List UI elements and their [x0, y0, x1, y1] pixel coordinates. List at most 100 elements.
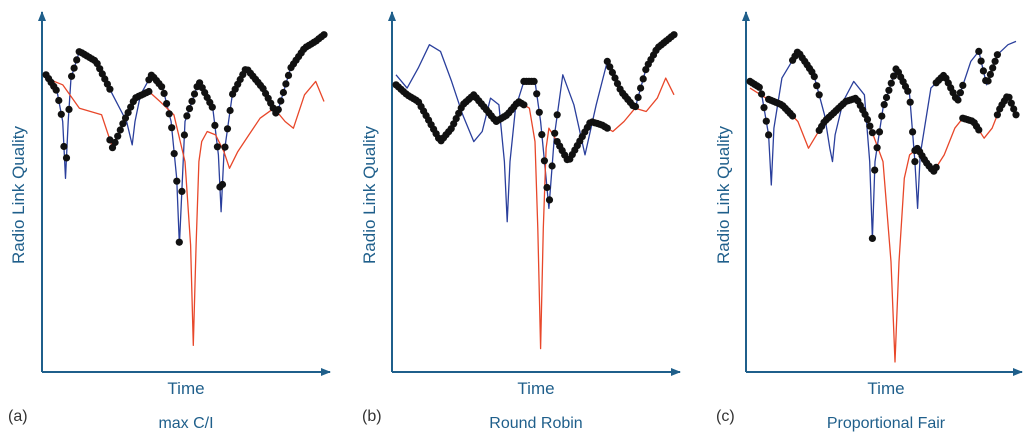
scheduled-point	[875, 128, 884, 136]
scheduled-point	[277, 97, 285, 105]
scheduled-point	[863, 115, 872, 124]
plot-area	[746, 40, 1020, 363]
panel-caption: Round Robin	[489, 415, 582, 432]
scheduled-point	[993, 51, 1002, 59]
panel-c: Radio Link Quality Time (c) Proportional…	[714, 11, 1023, 432]
scheduled-point	[878, 112, 886, 120]
scheduled-point	[57, 110, 65, 118]
scheduled-point	[670, 31, 678, 39]
scheduled-point	[909, 128, 917, 136]
plot-area	[42, 31, 328, 346]
scheduled-point	[520, 101, 528, 109]
scheduled-point	[160, 89, 168, 97]
scheduled-point	[127, 103, 135, 111]
scheduled-point	[213, 143, 221, 151]
scheduled-point	[637, 84, 645, 92]
scheduled-point	[540, 157, 549, 165]
y-axis-label: Radio Link Quality	[360, 126, 379, 264]
scheduled-point	[760, 104, 768, 112]
scheduled-segment	[520, 77, 561, 204]
panel-b: Radio Link Quality Time (b) Round Robin	[360, 11, 681, 432]
scheduled-point	[226, 106, 234, 115]
scheduled-point	[190, 90, 199, 98]
scheduled-point	[762, 117, 770, 125]
scheduled-point	[871, 166, 879, 174]
scheduled-point	[932, 163, 940, 171]
scheduled-point	[979, 67, 988, 75]
scheduled-point	[284, 71, 293, 79]
scheduled-point	[611, 74, 619, 82]
scheduled-point	[984, 77, 992, 85]
scheduled-point	[603, 124, 611, 132]
panel-a: Radio Link Quality Time (a) max C/I	[8, 11, 331, 432]
scheduled-point	[175, 238, 183, 246]
scheduled-point	[634, 93, 642, 101]
scheduled-point	[758, 90, 766, 98]
scheduled-point	[158, 83, 166, 91]
scheduled-point	[810, 73, 818, 81]
scheduled-point	[116, 126, 124, 134]
scheduled-point	[885, 86, 893, 94]
scheduled-point	[535, 108, 543, 116]
scheduled-point	[989, 64, 997, 72]
scheduled-point	[986, 70, 995, 78]
scheduled-point	[274, 106, 282, 114]
panel-letter: (c)	[716, 408, 735, 425]
scheduled-point	[1005, 93, 1013, 101]
scheduled-point	[119, 120, 127, 128]
scheduled-point	[880, 101, 888, 109]
scheduled-point	[221, 143, 229, 151]
scheduled-segment	[603, 31, 678, 111]
scheduled-segment	[42, 48, 114, 162]
panel-caption: max C/I	[158, 415, 213, 432]
scheduled-point	[211, 121, 219, 129]
scheduled-segment	[868, 65, 919, 242]
scheduled-point	[993, 111, 1002, 119]
scheduled-point	[765, 131, 773, 139]
scheduled-point	[1012, 111, 1020, 119]
scheduled-point	[543, 183, 551, 192]
scheduled-point	[866, 122, 874, 130]
scheduled-point	[603, 57, 611, 65]
scheduled-point	[173, 177, 181, 185]
scheduled-point	[639, 75, 647, 83]
scheduled-point	[73, 56, 81, 64]
scheduled-point	[868, 234, 877, 242]
scheduled-segment	[392, 81, 528, 145]
scheduled-point	[545, 196, 554, 204]
scheduled-point	[145, 87, 153, 96]
scheduled-point	[183, 112, 191, 120]
plot-area	[392, 31, 678, 350]
x-axis-label: Time	[167, 379, 204, 398]
scheduled-point	[70, 64, 78, 72]
scheduled-point	[60, 142, 68, 151]
scheduled-point	[538, 131, 546, 139]
scheduled-point	[121, 114, 130, 122]
scheduled-point	[530, 77, 538, 85]
scheduled-point	[106, 85, 114, 93]
scheduled-point	[789, 112, 797, 120]
scheduled-point	[904, 87, 912, 95]
scheduled-point	[170, 150, 178, 158]
scheduled-point	[52, 86, 60, 94]
scheduled-point	[868, 129, 877, 137]
scheduled-point	[631, 103, 640, 111]
scheduled-point	[185, 105, 194, 113]
scheduled-point	[62, 154, 71, 162]
scheduled-point	[168, 124, 176, 132]
panel-letter: (a)	[8, 408, 28, 425]
scheduled-point	[890, 72, 898, 80]
scheduled-point	[163, 100, 171, 108]
scheduled-segment	[932, 71, 967, 104]
scheduled-point	[114, 132, 122, 140]
scheduled-point	[208, 103, 216, 111]
scheduled-point	[165, 110, 173, 118]
scheduled-point	[111, 138, 119, 147]
scheduled-point	[606, 63, 614, 71]
scheduled-point	[975, 126, 983, 134]
scheduled-point	[55, 96, 63, 105]
series-line-user1	[45, 34, 325, 246]
scheduled-point	[956, 89, 965, 97]
scheduled-point	[873, 144, 881, 152]
scheduled-point	[124, 109, 132, 117]
